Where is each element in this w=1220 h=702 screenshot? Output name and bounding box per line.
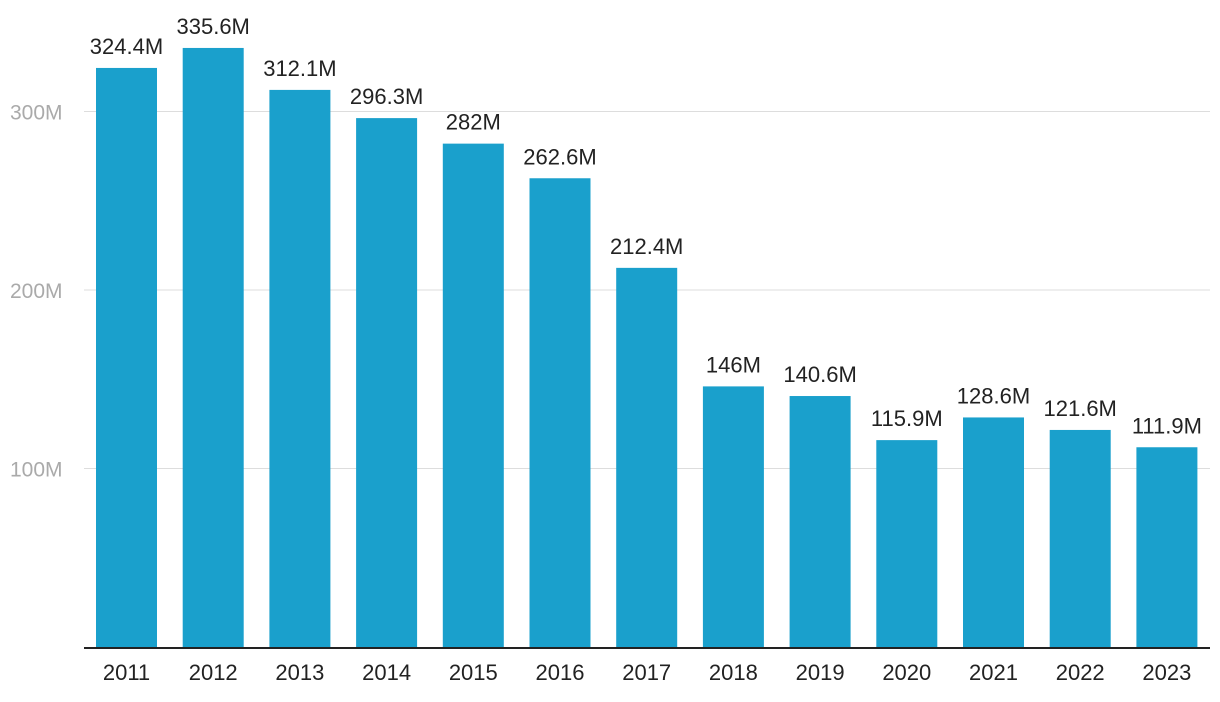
data-label-2014: 296.3M [350, 84, 423, 109]
x-tick-label-2012: 2012 [189, 660, 238, 685]
data-label-2011: 324.4M [90, 34, 163, 59]
x-tick-label-2013: 2013 [275, 660, 324, 685]
data-label-2022: 121.6M [1044, 396, 1117, 421]
x-tick-label-2011: 2011 [103, 660, 150, 685]
bar-2018 [702, 386, 764, 647]
x-tick-label-2020: 2020 [882, 660, 931, 685]
data-label-2018: 146M [706, 352, 761, 377]
data-label-2015: 282M [446, 110, 501, 135]
data-label-2020: 115.9M [871, 406, 943, 431]
bar-2013 [269, 89, 331, 648]
data-label-2016: 262.6M [523, 144, 596, 169]
bar-2012 [182, 47, 244, 648]
bar-2017 [616, 267, 678, 647]
x-tick-label-2021: 2021 [969, 660, 1018, 685]
bars [96, 47, 1198, 648]
y-tick-label: 200M [10, 280, 63, 303]
x-tick-label-2016: 2016 [536, 660, 585, 685]
data-label-2023: 111.9M [1132, 413, 1202, 438]
data-label-2021: 128.6M [957, 383, 1030, 408]
bar-2011 [96, 67, 157, 648]
bar-2015 [442, 143, 504, 647]
bar-2023 [1136, 447, 1198, 647]
y-axis-ticks: 100M 200M 300M [10, 102, 63, 482]
bar-2021 [963, 417, 1024, 647]
y-tick-label: 300M [10, 102, 63, 125]
bar-2020 [876, 440, 938, 647]
x-tick-label-2018: 2018 [709, 660, 758, 685]
bar-2014 [356, 118, 418, 648]
data-labels: 324.4M 335.6M 312.1M 296.3M 282M 262.6M 212.4M… [90, 14, 1202, 438]
x-tick-label-2014: 2014 [362, 660, 411, 685]
bar-2016 [529, 178, 591, 647]
data-label-2019: 140.6M [783, 362, 856, 387]
data-label-2012: 335.6M [177, 14, 250, 39]
x-tick-label-2015: 2015 [449, 660, 498, 685]
y-tick-label: 100M [10, 459, 63, 482]
data-label-2013: 312.1M [263, 56, 336, 81]
x-tick-label-2023: 2023 [1142, 660, 1191, 685]
bar-2019 [789, 396, 851, 647]
x-axis-ticks: 2011 2012 2013 2014 2015 2016 2017 2018 2019 2020… [103, 660, 1192, 685]
bar-2022 [1049, 429, 1111, 647]
x-tick-label-2019: 2019 [796, 660, 845, 685]
x-tick-label-2017: 2017 [622, 660, 671, 685]
x-tick-label-2022: 2022 [1056, 660, 1105, 685]
data-label-2017: 212.4M [610, 234, 683, 259]
